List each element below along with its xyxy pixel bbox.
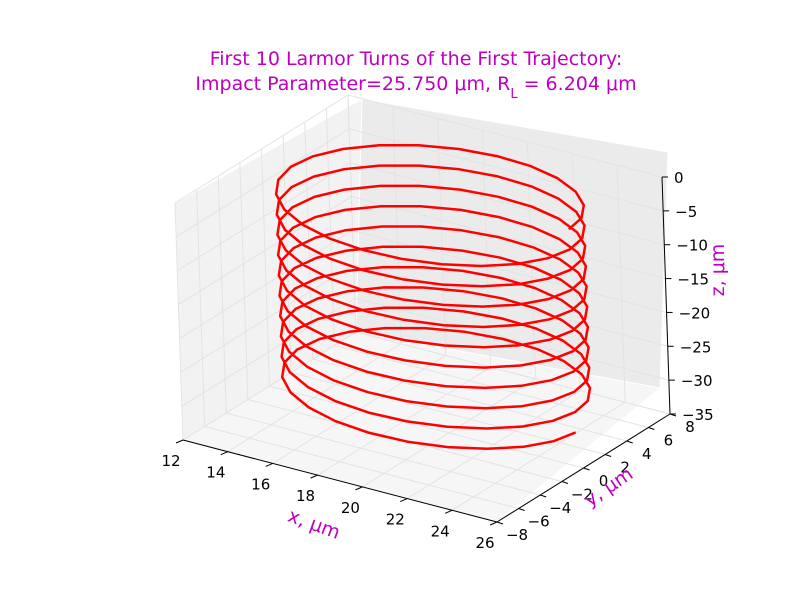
y-tick-label: 6 <box>664 432 674 450</box>
z-tick-label: −20 <box>679 304 711 322</box>
y-tick <box>496 521 504 525</box>
z-gridline-side <box>179 230 353 339</box>
x-tick-label: 18 <box>296 487 315 505</box>
z-tick-label: −10 <box>676 237 708 255</box>
x-tick-label: 24 <box>431 522 450 540</box>
y-tick <box>583 467 590 471</box>
x-axis-line <box>182 439 498 523</box>
z-axis-label: z, μm <box>707 244 729 297</box>
z-gridline-side <box>180 263 354 373</box>
z-gridline-side <box>177 162 351 272</box>
x-tick-label: 14 <box>206 464 225 482</box>
title-line-2-text: Impact Parameter=25.750 μm, R <box>195 73 510 95</box>
x-tick-label: 12 <box>161 452 180 470</box>
z-gridline-back <box>352 229 667 313</box>
series-group <box>274 143 592 451</box>
y-tick-label: 8 <box>685 418 695 436</box>
x-tick <box>355 486 363 491</box>
z-gridline-back <box>351 196 666 280</box>
z-gridline-back <box>349 128 664 212</box>
y-tick-label: −6 <box>528 513 550 531</box>
title-line-2: Impact Parameter=25.750 μm, RL = 6.204 μ… <box>195 73 636 102</box>
y-gridline-side <box>347 94 357 333</box>
y-tick-label: 2 <box>620 459 630 477</box>
z-gridline-side <box>175 128 350 238</box>
y-gridline-side <box>196 189 206 427</box>
z-tick-label: −35 <box>682 406 714 424</box>
y-tick-label: −8 <box>506 526 528 544</box>
z-axis-line <box>661 176 671 415</box>
x-tick <box>175 439 184 444</box>
x-tick <box>400 498 408 503</box>
y-gridline-side <box>217 175 227 414</box>
y-gridline-floor <box>204 426 519 509</box>
y-tick <box>540 494 547 498</box>
y-gridline-side <box>261 148 270 387</box>
x-tick <box>310 474 318 479</box>
x-tick-label: 26 <box>475 534 494 552</box>
z-tick-label: −30 <box>681 372 713 390</box>
y-tick <box>561 481 569 484</box>
x-axis-label: x, μm <box>285 505 343 544</box>
chart-title: First 10 Larmor Turns of the First Traje… <box>195 48 636 102</box>
y-tick-label: 4 <box>642 445 652 463</box>
x-tick <box>220 451 229 456</box>
y-tick <box>518 508 525 511</box>
y-tick-label: −2 <box>571 486 593 504</box>
y-gridline-side <box>239 162 249 400</box>
y-gridline-side <box>174 202 184 441</box>
y-gridline-floor <box>226 412 541 496</box>
z-gridline-back <box>350 162 665 246</box>
y-gridline-side <box>325 108 335 346</box>
x-tick <box>489 521 498 526</box>
y-tick-label: 0 <box>599 472 609 490</box>
z-gridline-back <box>347 94 663 178</box>
x-gridline-back <box>437 118 447 356</box>
y-gridline-floor <box>312 358 627 442</box>
x-tick-label: 16 <box>251 475 270 493</box>
title-line-1: First 10 Larmor Turns of the First Traje… <box>210 48 623 70</box>
z-gridline-side <box>174 94 349 204</box>
y-tick <box>604 454 612 457</box>
z-tick-label: 0 <box>674 169 684 187</box>
y-tick-label: −4 <box>549 499 571 517</box>
z-gridline-side <box>182 331 357 441</box>
helix-trajectory-line <box>274 143 592 451</box>
title-line-2-tail: = 6.204 μm <box>518 73 637 95</box>
y-gridline-floor <box>269 385 584 469</box>
z-tick-label: −25 <box>680 338 712 356</box>
y-tick <box>648 427 655 430</box>
y-tick <box>626 440 633 444</box>
axes <box>175 176 677 526</box>
x-gridline-back <box>616 165 626 403</box>
z-gridline-back <box>354 297 669 381</box>
title-subscript: L <box>510 87 518 102</box>
x-tick <box>444 509 453 514</box>
x-tick-label: 22 <box>386 511 405 529</box>
z-tick-label: −5 <box>675 203 697 221</box>
z-tick-label: −15 <box>677 271 709 289</box>
x-tick <box>265 462 273 467</box>
x-tick-label: 20 <box>341 499 360 517</box>
z-gridline-back <box>355 331 671 415</box>
